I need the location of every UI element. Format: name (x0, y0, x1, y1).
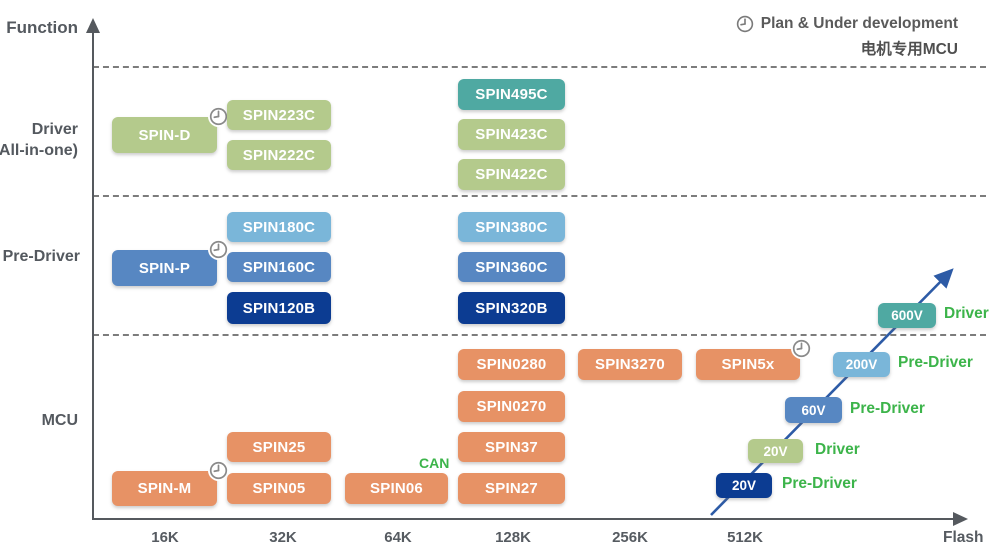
voltage-label: 600V (891, 308, 923, 323)
product-box-spin180c: SPIN180C (227, 212, 331, 242)
product-box-spin360c: SPIN360C (458, 252, 565, 282)
product-label: SPIN222C (242, 146, 316, 164)
x-tick-64k: 64K (384, 529, 412, 546)
x-axis-label: Flash (943, 529, 984, 546)
voltage-label: 60V (801, 402, 826, 418)
product-box-spin120b: SPIN120B (227, 292, 331, 324)
y-axis-title: Function (6, 18, 78, 37)
product-label: SPIN223C (242, 106, 316, 124)
voltage-label: 20V (763, 443, 788, 459)
product-label: SPIN-M (137, 480, 192, 497)
x-tick-512k: 512K (727, 529, 763, 546)
product-label: SPIN0270 (476, 398, 547, 415)
product-label: SPIN0280 (476, 356, 547, 373)
product-label: SPIN25 (252, 438, 306, 456)
voltage-chip-20v-pre-driver: 20V (716, 473, 772, 498)
voltage-chip-600v-driver: 600V (878, 303, 936, 328)
product-box-spin223c: SPIN223C (227, 100, 331, 130)
product-box-spin06: SPIN06 (345, 473, 448, 504)
product-box-spin380c: SPIN380C (458, 212, 565, 242)
product-box-spin160c: SPIN160C (227, 252, 331, 282)
product-label: SPIN-P (138, 259, 191, 277)
product-box-spin27: SPIN27 (458, 473, 565, 504)
voltage-label: 20V (731, 478, 757, 493)
product-label: SPIN180C (242, 218, 316, 236)
x-tick-16k: 16K (151, 529, 179, 546)
product-box-spin37: SPIN37 (458, 432, 565, 462)
product-box-spin320b: SPIN320B (458, 292, 565, 324)
product-label: SPIN160C (242, 258, 316, 276)
voltage-chip-200v-pre-driver: 200V (833, 352, 890, 377)
product-box-spin-m: SPIN-M (112, 460, 229, 506)
product-label: SPIN422C (475, 166, 548, 183)
product-box-spin-d: SPIN-D (112, 106, 229, 153)
product-label: SPIN05 (252, 480, 306, 497)
band-label-driver: Driver (All-in-one) (0, 121, 78, 159)
product-box-spin5x: SPIN5x (696, 338, 812, 380)
clock-icon (791, 338, 812, 359)
product-label: SPIN380C (475, 218, 548, 236)
clock-icon (736, 15, 754, 33)
voltage-label: 200V (845, 357, 878, 372)
product-label: SPIN423C (475, 126, 548, 143)
product-box-spin3270: SPIN3270 (578, 349, 682, 380)
product-label: SPIN5x (721, 356, 775, 373)
voltage-chip-60v-pre-driver: 60V (785, 397, 842, 423)
trend-category-label: Pre-Driver (898, 354, 973, 371)
trend-category-label: Pre-Driver (850, 400, 925, 417)
product-box-spin495c: SPIN495C (458, 79, 565, 110)
band-label-mcu: MCU (41, 412, 78, 429)
product-label: SPIN320B (475, 299, 548, 317)
product-label: SPIN3270 (595, 356, 665, 373)
can-annotation: CAN (419, 455, 450, 471)
product-box-spin05: SPIN05 (227, 473, 331, 504)
band-label-pre-driver: Pre-Driver (2, 248, 80, 265)
band-divider-middle (93, 195, 986, 197)
product-label: SPIN37 (485, 438, 538, 456)
product-label: SPIN360C (475, 258, 548, 276)
trend-category-label: Driver (815, 441, 860, 458)
clock-icon (208, 239, 229, 260)
product-label: SPIN-D (138, 126, 191, 144)
product-box-spin0280: SPIN0280 (458, 349, 565, 380)
legend-plan-label: Plan & Under development (760, 15, 958, 32)
legend: Plan & Under development 电机专用MCU (736, 15, 958, 59)
x-tick-128k: 128K (495, 529, 531, 546)
product-box-spin222c: SPIN222C (227, 140, 331, 170)
product-label: SPIN27 (485, 480, 538, 497)
product-box-spin423c: SPIN423C (458, 119, 565, 150)
clock-icon (208, 106, 229, 127)
trend-category-label: Pre-Driver (782, 475, 857, 492)
voltage-chip-20v-driver: 20V (748, 439, 803, 463)
product-box-spin0270: SPIN0270 (458, 391, 565, 422)
product-box-spin-p: SPIN-P (112, 239, 229, 286)
product-box-spin422c: SPIN422C (458, 159, 565, 190)
band-divider-bottom (93, 334, 986, 336)
clock-icon (208, 460, 229, 481)
trend-category-label: Driver (944, 305, 989, 322)
x-tick-256k: 256K (612, 529, 648, 546)
legend-subtitle: 电机专用MCU (860, 41, 958, 58)
x-tick-32k: 32K (269, 529, 297, 546)
product-label: SPIN495C (475, 86, 548, 103)
product-label: SPIN120B (242, 299, 316, 317)
product-box-spin25: SPIN25 (227, 432, 331, 462)
product-label: SPIN06 (370, 480, 423, 497)
band-divider-top (93, 66, 986, 68)
